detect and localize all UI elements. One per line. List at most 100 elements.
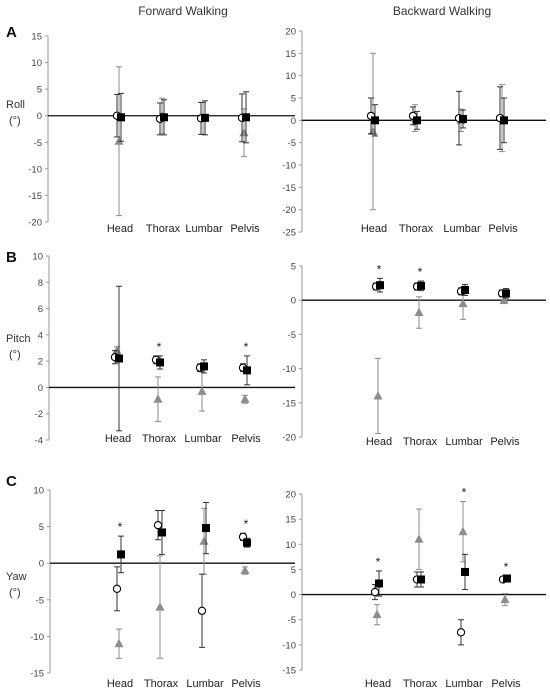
yaw-backward-panel: 20 15 10 5 0 -5 -10 -15 Head Thorax Lumbar Pelvis * *… (282, 486, 546, 690)
y-tick-label: 0 (291, 116, 296, 127)
category-label: Lumbar (185, 223, 223, 235)
square-marker (117, 113, 125, 122)
square-marker (461, 285, 469, 294)
circle-marker (456, 628, 466, 637)
y-tick-label: -15 (282, 666, 296, 677)
category-label: Head (107, 223, 133, 235)
forward-walking-header: Forward Walking (138, 4, 228, 18)
triangle-marker (114, 638, 124, 648)
triangle-marker (458, 526, 468, 536)
y-tick-label: 0 (39, 559, 44, 570)
triangle-marker (112, 345, 122, 355)
triangle-marker (199, 536, 209, 545)
row-letter-c: C (6, 473, 17, 490)
category-label: Pelvis (488, 223, 518, 235)
y-tick-label: 5 (37, 85, 42, 96)
y-tick-label: 0 (37, 111, 42, 122)
y-tick-label: 10 (285, 71, 296, 82)
square-marker (461, 567, 469, 576)
triangle-marker (239, 127, 249, 137)
square-marker (156, 358, 164, 367)
circle-marker (370, 587, 380, 597)
roll-label: Roll (6, 99, 25, 111)
category-label: Lumbar (184, 433, 222, 445)
y-tick-label: -20 (28, 218, 42, 229)
triangle-marker (153, 394, 163, 403)
y-tick-label: 15 (285, 515, 296, 526)
y-tick-label: 15 (285, 49, 296, 60)
square-marker (375, 579, 383, 588)
pitch-forward-panel: 10 8 6 4 2 0 -2 -4 Head Thorax Lumbar Pelvis * * (32, 252, 295, 447)
triangle-marker (240, 394, 250, 403)
y-tick-label: 10 (32, 252, 43, 263)
y-tick-label: -15 (282, 398, 296, 409)
y-tick-label: -15 (28, 191, 42, 202)
significance-marker: * (462, 486, 467, 500)
square-marker (202, 524, 210, 533)
square-marker (503, 574, 511, 583)
square-marker (243, 366, 251, 375)
square-marker (201, 113, 209, 122)
y-tick-label: 5 (291, 94, 296, 105)
significance-marker: * (157, 340, 162, 354)
y-tick-label: 10 (33, 486, 44, 497)
triangle-marker (458, 298, 468, 308)
y-tick-label: 4 (38, 330, 43, 341)
y-tick-label: 5 (39, 522, 44, 533)
category-label: Thorax (403, 436, 438, 448)
category-label: Pelvis (230, 223, 260, 235)
circle-marker (197, 606, 207, 615)
y-tick-label: -15 (30, 669, 44, 680)
triangle-marker (373, 390, 383, 400)
y-tick-label: 20 (285, 490, 296, 501)
y-tick-label: -5 (288, 615, 296, 626)
category-label: Thorax (399, 223, 434, 235)
roll-forward-panel: 15 10 5 0 -5 -10 -15 -20 Head Thorax Lumbar Pelvis (28, 32, 295, 235)
category-label: Head (365, 678, 391, 690)
square-marker (459, 114, 467, 123)
yaw-unit: (°) (9, 587, 21, 599)
square-marker (502, 289, 510, 298)
significance-marker: * (418, 265, 423, 279)
y-tick-label: 2 (38, 357, 43, 368)
roll-backward-panel: 20 15 10 5 0 -5 -10 -15 -20 -25 Head Thorax Lumbar Pe… (282, 27, 546, 239)
category-label: Head (105, 433, 131, 445)
category-label: Lumbar (443, 223, 481, 235)
y-tick-label: 0 (291, 296, 296, 307)
category-label: Pelvis (231, 433, 261, 445)
triangle-marker (414, 307, 424, 317)
y-tick-label: 5 (291, 262, 296, 273)
triangle-marker (499, 295, 509, 304)
triangle-marker (114, 136, 124, 145)
square-marker (117, 550, 125, 559)
square-marker (200, 362, 208, 371)
y-tick-label: -5 (288, 330, 296, 341)
category-label: Thorax (146, 223, 181, 235)
significance-marker: * (244, 340, 249, 354)
y-tick-label: -5 (288, 138, 296, 149)
significance-marker: * (118, 520, 123, 534)
significance-marker: * (244, 517, 249, 531)
y-tick-label: -10 (282, 364, 296, 375)
square-marker (243, 538, 251, 547)
roll-unit: (°) (9, 115, 21, 127)
y-tick-label: 10 (31, 58, 42, 69)
y-tick-label: -15 (282, 183, 296, 194)
pitch-backward-panel: 5 0 -5 -10 -15 -20 Head Thorax Lumbar Pelvis * * (282, 262, 546, 448)
category-label: Thorax (142, 433, 177, 445)
y-tick-label: -20 (282, 433, 296, 444)
backward-walking-header: Backward Walking (393, 4, 491, 18)
square-marker (417, 281, 425, 290)
pitch-label: Pitch (6, 333, 30, 345)
circle-marker (112, 584, 122, 593)
triangle-marker (414, 534, 424, 543)
y-tick-label: 15 (31, 32, 42, 43)
square-marker (417, 575, 425, 584)
category-label: Lumbar (186, 678, 224, 690)
category-label: Thorax (403, 678, 438, 690)
significance-marker: * (376, 555, 381, 569)
y-tick-label: -25 (282, 228, 296, 239)
y-tick-label: 10 (285, 540, 296, 551)
square-marker (158, 528, 166, 537)
